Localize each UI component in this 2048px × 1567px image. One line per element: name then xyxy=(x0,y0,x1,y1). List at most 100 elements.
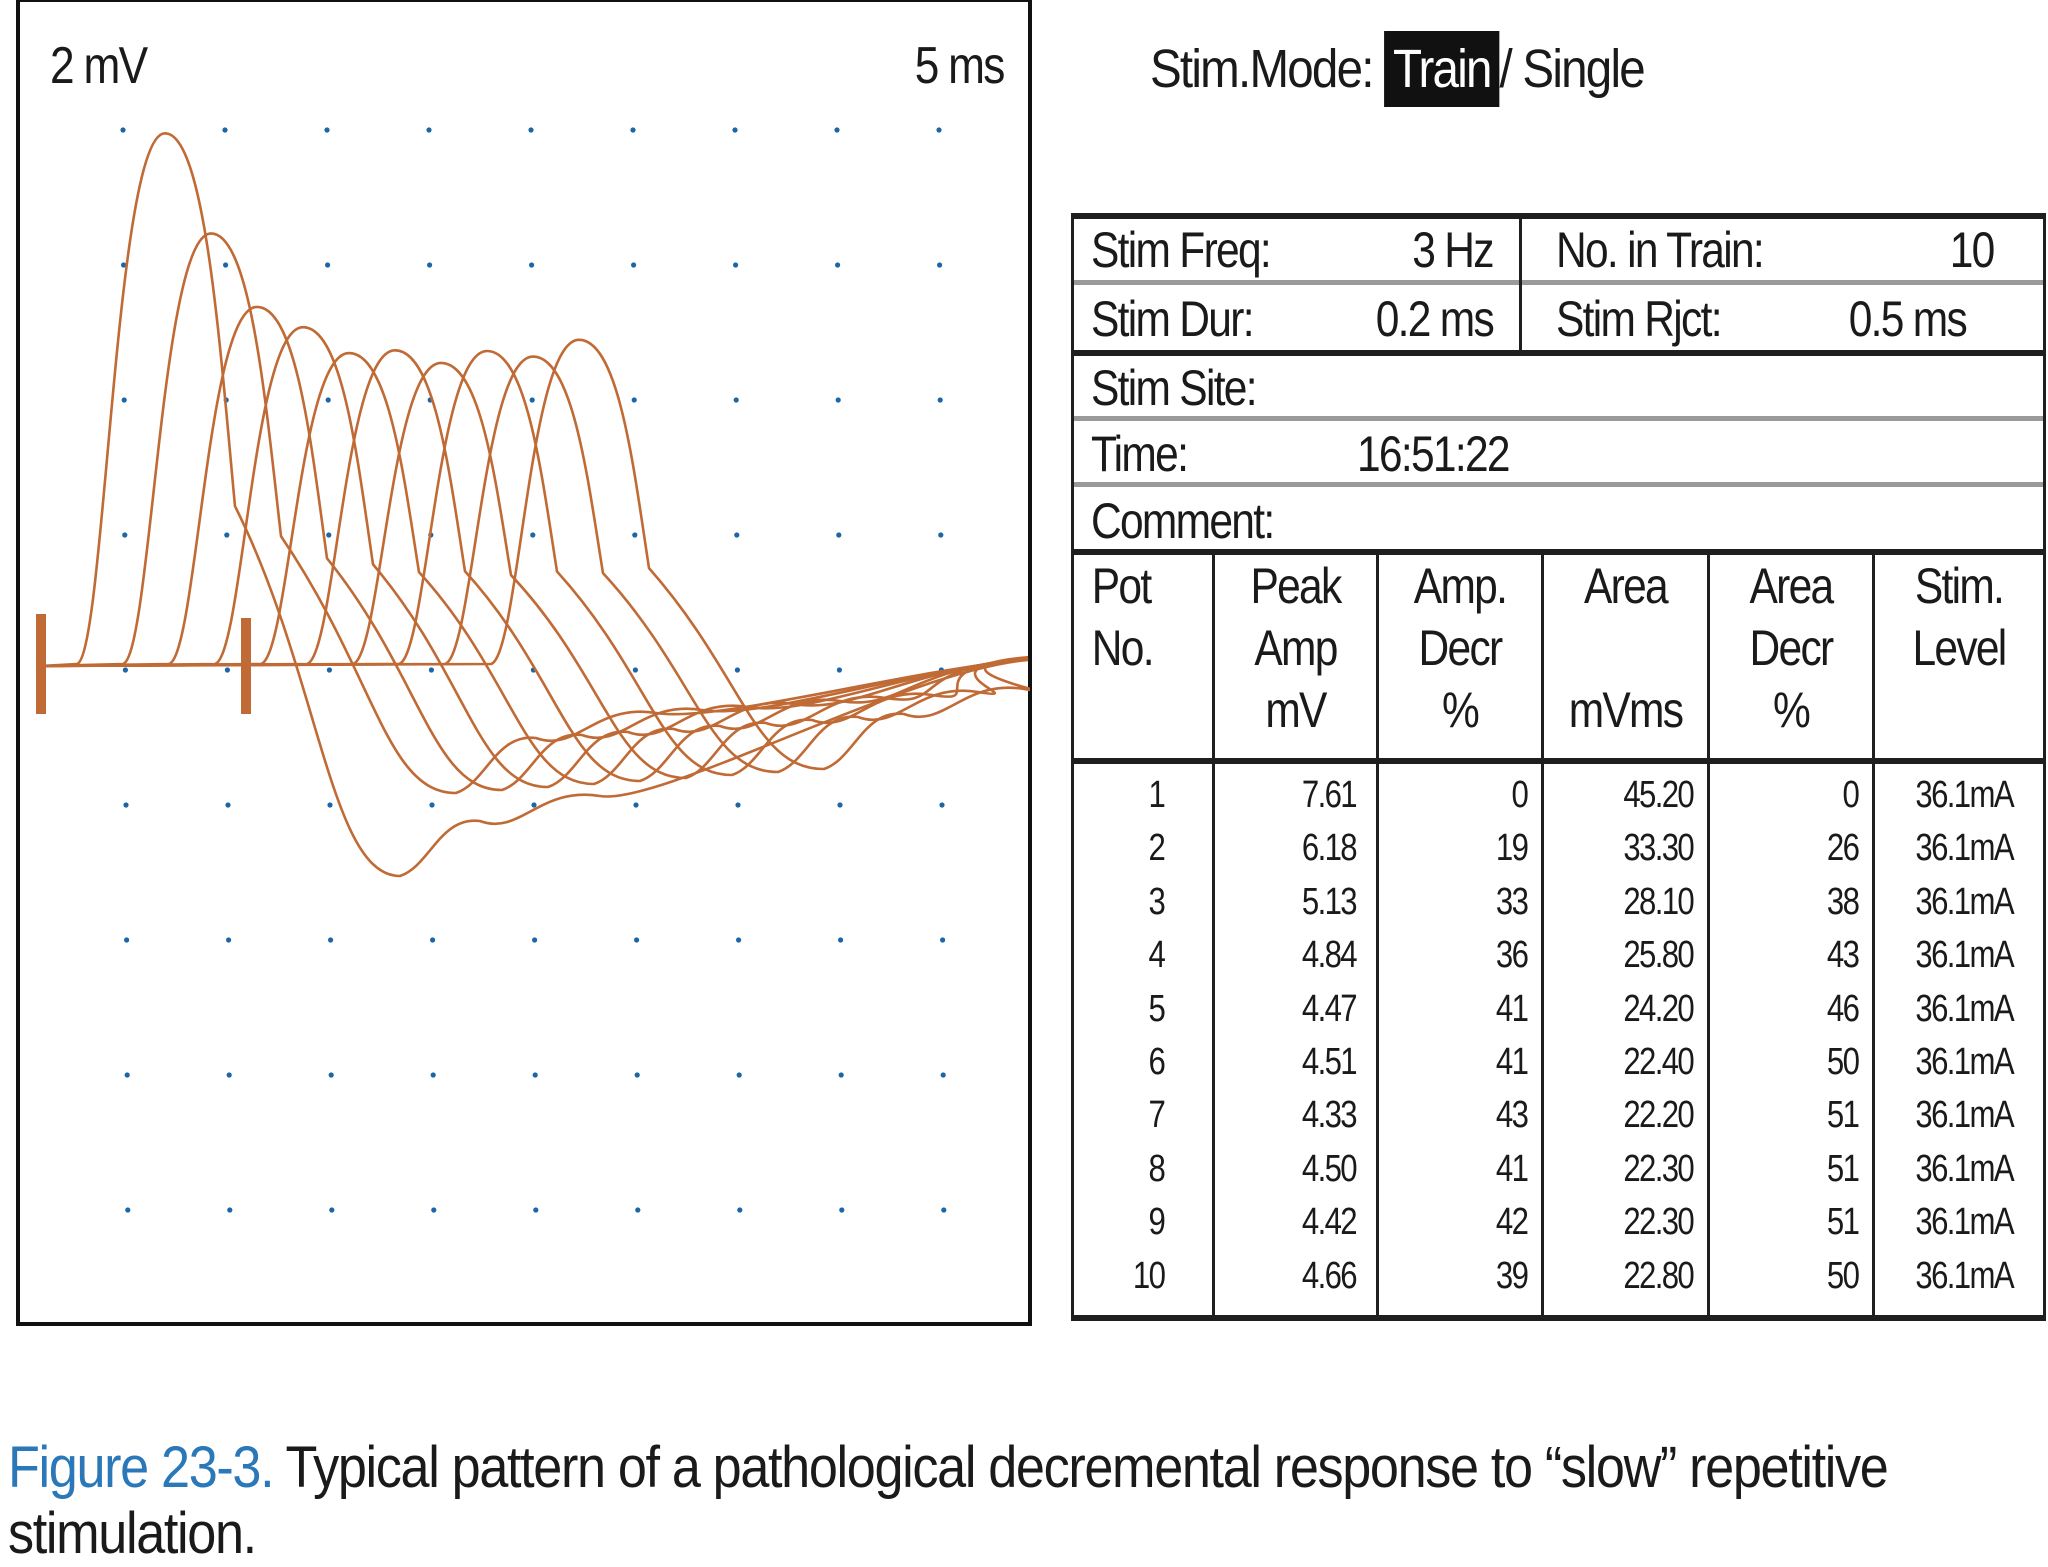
grid-dot xyxy=(528,127,534,133)
figure-label: Figure 23-3. xyxy=(8,1435,275,1500)
grid-dot xyxy=(123,802,129,808)
header-line: Area xyxy=(1584,558,1669,614)
grid-dot xyxy=(431,1207,437,1213)
grid-dot xyxy=(226,1072,232,1078)
grid-dot xyxy=(529,397,535,403)
grid-dot xyxy=(939,802,945,808)
traces xyxy=(39,131,1030,878)
comment-label: Comment: xyxy=(1091,493,1275,549)
trace-plot xyxy=(36,127,1030,1213)
grid-dot xyxy=(736,937,742,943)
grid-dot xyxy=(124,937,130,943)
col-divider xyxy=(1872,549,1875,1321)
table-cell: 0 xyxy=(1511,774,1528,816)
grid-dot xyxy=(631,397,637,403)
grid-dot xyxy=(835,262,841,268)
rule xyxy=(1071,758,2046,764)
time-scale-label: 5 ms xyxy=(915,37,1006,95)
grid-dot xyxy=(426,127,432,133)
amplitude-scale-label: 2 mV xyxy=(50,37,148,95)
header-line: Pot xyxy=(1091,558,1152,614)
stimulation-info-table: Stim Freq: 3 Hz No. in Train: 10 Stim Du… xyxy=(1071,213,2046,1321)
table-cell: 6 xyxy=(1148,1041,1165,1083)
grid-dot xyxy=(530,532,536,538)
time-label: Time: xyxy=(1091,426,1189,482)
grid-dot xyxy=(429,802,435,808)
border-right xyxy=(2043,213,2046,1321)
table-cell: 1 xyxy=(1148,774,1165,816)
col-divider xyxy=(1707,549,1710,1321)
stim-dur-value: 0.2 ms xyxy=(1375,291,1495,347)
grid-dot xyxy=(938,532,944,538)
stim-marker-2 xyxy=(241,618,251,714)
trace-3 xyxy=(39,305,1029,792)
grid-dot xyxy=(735,802,741,808)
grid-dot xyxy=(836,532,842,538)
grid-dot xyxy=(225,802,231,808)
table-cell: 25.80 xyxy=(1623,934,1694,977)
grid-dot xyxy=(224,532,230,538)
table-cell: 4.50 xyxy=(1301,1147,1358,1190)
col-divider xyxy=(1212,549,1215,1321)
table-cell: 41 xyxy=(1495,1147,1529,1190)
grid-dot xyxy=(734,667,741,673)
table-cell: 36.1mA xyxy=(1915,987,2014,1030)
table-cell: 4.47 xyxy=(1301,987,1358,1030)
no-in-train-label: No. in Train: xyxy=(1556,222,1765,278)
table-cell: 8 xyxy=(1148,1147,1165,1190)
table-cell: 22.40 xyxy=(1623,1041,1694,1083)
table-cell: 3 xyxy=(1148,880,1165,923)
table-cell: 2 xyxy=(1148,827,1165,870)
table-cell: 36.1mA xyxy=(1915,827,2014,870)
grid-dot xyxy=(121,397,127,403)
table-cell: 7.61 xyxy=(1301,774,1358,816)
table-cell: 4 xyxy=(1148,934,1165,977)
grid-dot xyxy=(937,262,943,268)
grid-dot xyxy=(227,1207,233,1213)
table-cell: 36.1mA xyxy=(1915,1201,2014,1244)
trace-1 xyxy=(39,131,1029,878)
grid-dot xyxy=(634,1072,640,1078)
table-cell: 4.66 xyxy=(1301,1254,1358,1297)
table-cell: 50 xyxy=(1826,1041,1860,1083)
grid-dot xyxy=(430,1072,436,1078)
stim-mode-label: Stim.Mode: xyxy=(1150,39,1374,99)
grid-dot xyxy=(531,802,537,808)
trace-10 xyxy=(39,338,1030,771)
grid-dot xyxy=(834,127,840,133)
border-left xyxy=(1071,213,1074,1321)
grid-dot xyxy=(328,937,334,943)
table-cell: 24.20 xyxy=(1623,987,1694,1030)
grid-dot xyxy=(733,262,739,268)
table-header-cell: Area Decr% xyxy=(1722,555,1860,741)
table-cell: 22.80 xyxy=(1623,1254,1694,1297)
no-in-train-value: 10 xyxy=(1950,222,1996,278)
col-divider xyxy=(1541,549,1544,1321)
grid-dot xyxy=(836,667,843,673)
grid-dot xyxy=(936,127,942,133)
grid-dot xyxy=(734,532,740,538)
table-cell: 46 xyxy=(1826,987,1860,1030)
table-cell: 50 xyxy=(1826,1254,1860,1297)
rule xyxy=(1071,416,2046,421)
stim-rjct-value: 0.5 ms xyxy=(1848,291,1968,347)
grid-dot xyxy=(223,262,229,268)
rule xyxy=(1071,549,2046,555)
table-cell: 10 xyxy=(1132,1254,1166,1297)
grid-dot xyxy=(634,937,640,943)
grid-dot xyxy=(428,667,434,673)
grid-dot xyxy=(326,532,332,538)
table-header-cell: Pot No. xyxy=(1082,555,1202,741)
col-divider xyxy=(1376,549,1379,1321)
grid-dot xyxy=(632,532,638,538)
table-cell: 39 xyxy=(1495,1254,1529,1297)
table-cell: 4.42 xyxy=(1301,1201,1358,1244)
rule xyxy=(1071,482,2046,487)
table-cell: 36 xyxy=(1495,934,1529,977)
stim-mode-train[interactable]: Train xyxy=(1384,31,1500,107)
rule xyxy=(1071,280,2046,285)
stim-mode-single[interactable]: Single xyxy=(1522,39,1645,99)
stim-mode: Stim.Mode: Train / Single xyxy=(1150,31,1646,107)
grid-dot xyxy=(122,532,128,538)
grid-dot xyxy=(532,937,538,943)
